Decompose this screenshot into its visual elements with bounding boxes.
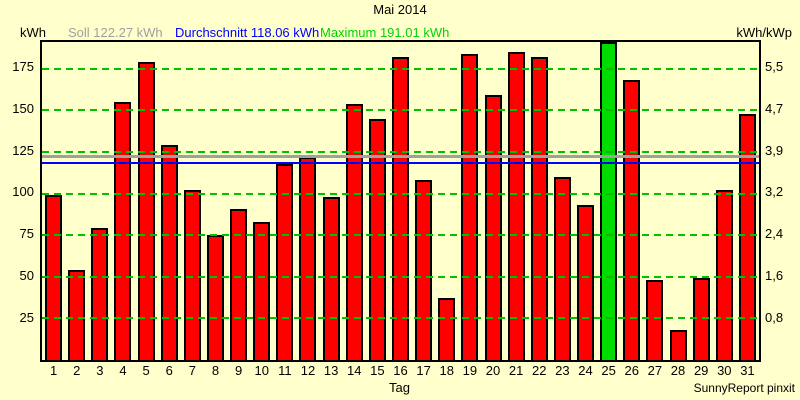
x-axis-day-label-8: 8 [211,363,220,378]
x-axis-title: Tag [389,380,410,395]
bar-day-5 [137,62,155,360]
y-axis-right-tick-1: 1,6 [765,268,784,284]
y-axis-right-tick-3: 3,2 [765,184,784,200]
bar-day-14 [345,103,363,360]
x-axis-day-label-15: 15 [370,363,385,378]
gridline-150 [42,109,759,112]
x-axis-day-label-6: 6 [165,363,173,378]
bar-day-13 [322,196,340,360]
x-axis-day-label-10: 10 [254,363,269,378]
bar-day-31 [738,113,756,360]
x-axis-day-label-26: 26 [624,363,640,378]
bar-day-15 [368,118,386,360]
gridline-25 [42,317,759,320]
x-axis-day-label-25: 25 [601,363,616,378]
y-axis-right-tick-0: 0,8 [765,310,784,326]
chart-title: Mai 2014 [373,2,427,17]
bar-day-27 [646,280,664,360]
bar-day-25 [600,42,618,360]
x-axis-day-label-29: 29 [693,363,709,378]
x-axis-day-label-23: 23 [555,363,570,378]
y-axis-right-tick-5: 4,7 [765,100,784,116]
x-axis-day-label-17: 17 [416,363,431,378]
x-axis-day-label-3: 3 [96,363,104,378]
footer-brand: SunnyReport pinxit [693,381,795,395]
bar-day-2 [68,270,86,360]
soll-legend: Soll 122.27 kWh [68,25,163,40]
y-axis-unit-right: kWh/kWp [736,25,792,40]
y-axis-unit-left: kWh [20,25,46,40]
x-axis-day-label-4: 4 [119,363,127,378]
y-axis-right-tick-2: 2,4 [765,226,784,242]
gridline-175 [42,67,759,70]
x-axis-day-label-14: 14 [347,363,362,378]
bar-day-22 [530,57,548,360]
y-axis-left-tick-25: 25 [19,310,34,326]
bar-day-16 [392,57,409,360]
x-axis-day-label-9: 9 [234,363,243,378]
y-axis-left-tick-75: 75 [19,226,34,242]
y-axis-right-tick-6: 5,5 [765,58,784,74]
durchschnitt-line [42,162,759,165]
bar-day-17 [415,180,433,360]
durchschnitt-legend: Durchschnitt 118.06 kWh [175,25,320,40]
maximum-legend: Maximum 191.01 kWh [320,25,450,40]
gridline-100 [42,192,759,195]
y-axis-left-tick-50: 50 [19,268,34,284]
x-axis-day-label-13: 13 [323,363,339,378]
x-axis-day-label-22: 22 [532,363,547,378]
x-axis-day-label-30: 30 [717,363,732,378]
bar-day-12 [299,156,317,360]
bar-day-20 [484,95,502,360]
bar-day-8 [206,235,224,360]
x-axis-day-label-21: 21 [508,363,524,378]
gridline-75 [42,234,759,237]
x-axis-day-label-5: 5 [142,363,150,378]
bar-day-21 [507,52,525,360]
x-axis-day-label-11: 11 [278,363,292,378]
x-axis-day-label-27: 27 [647,363,663,378]
y-axis-left-tick-175: 175 [12,58,34,74]
x-axis-day-label-12: 12 [300,363,316,378]
bar-day-10 [253,221,271,360]
bar-day-6 [160,145,178,360]
x-axis-day-label-7: 7 [188,363,196,378]
gridline-125 [42,150,759,153]
soll-line [42,154,759,158]
bar-day-19 [461,53,479,360]
x-axis-day-label-31: 31 [740,363,755,378]
bar-day-3 [91,228,109,360]
x-axis-day-label-2: 2 [73,363,81,378]
bar-day-23 [553,176,571,360]
x-axis-day-label-20: 20 [485,363,501,378]
bar-day-18 [438,298,456,360]
bar-day-28 [669,330,687,360]
y-axis-left-tick-125: 125 [12,142,34,158]
x-axis-day-label-19: 19 [462,363,478,378]
x-axis-day-label-16: 16 [393,363,408,378]
x-axis-day-label-24: 24 [578,363,593,378]
plot-area [40,40,761,362]
bar-day-4 [114,101,132,360]
y-axis-left-tick-150: 150 [12,100,34,116]
y-axis-right-tick-4: 3,9 [765,142,784,158]
x-axis-day-label-28: 28 [670,363,686,378]
x-axis-day-label-18: 18 [439,363,454,378]
bar-day-26 [623,80,641,360]
y-axis-left-tick-100: 100 [12,184,34,200]
x-axis-day-label-1: 1 [49,363,58,378]
gridline-50 [42,275,759,278]
bar-day-24 [577,205,595,360]
bar-day-11 [276,163,294,360]
bar-day-9 [230,208,248,360]
